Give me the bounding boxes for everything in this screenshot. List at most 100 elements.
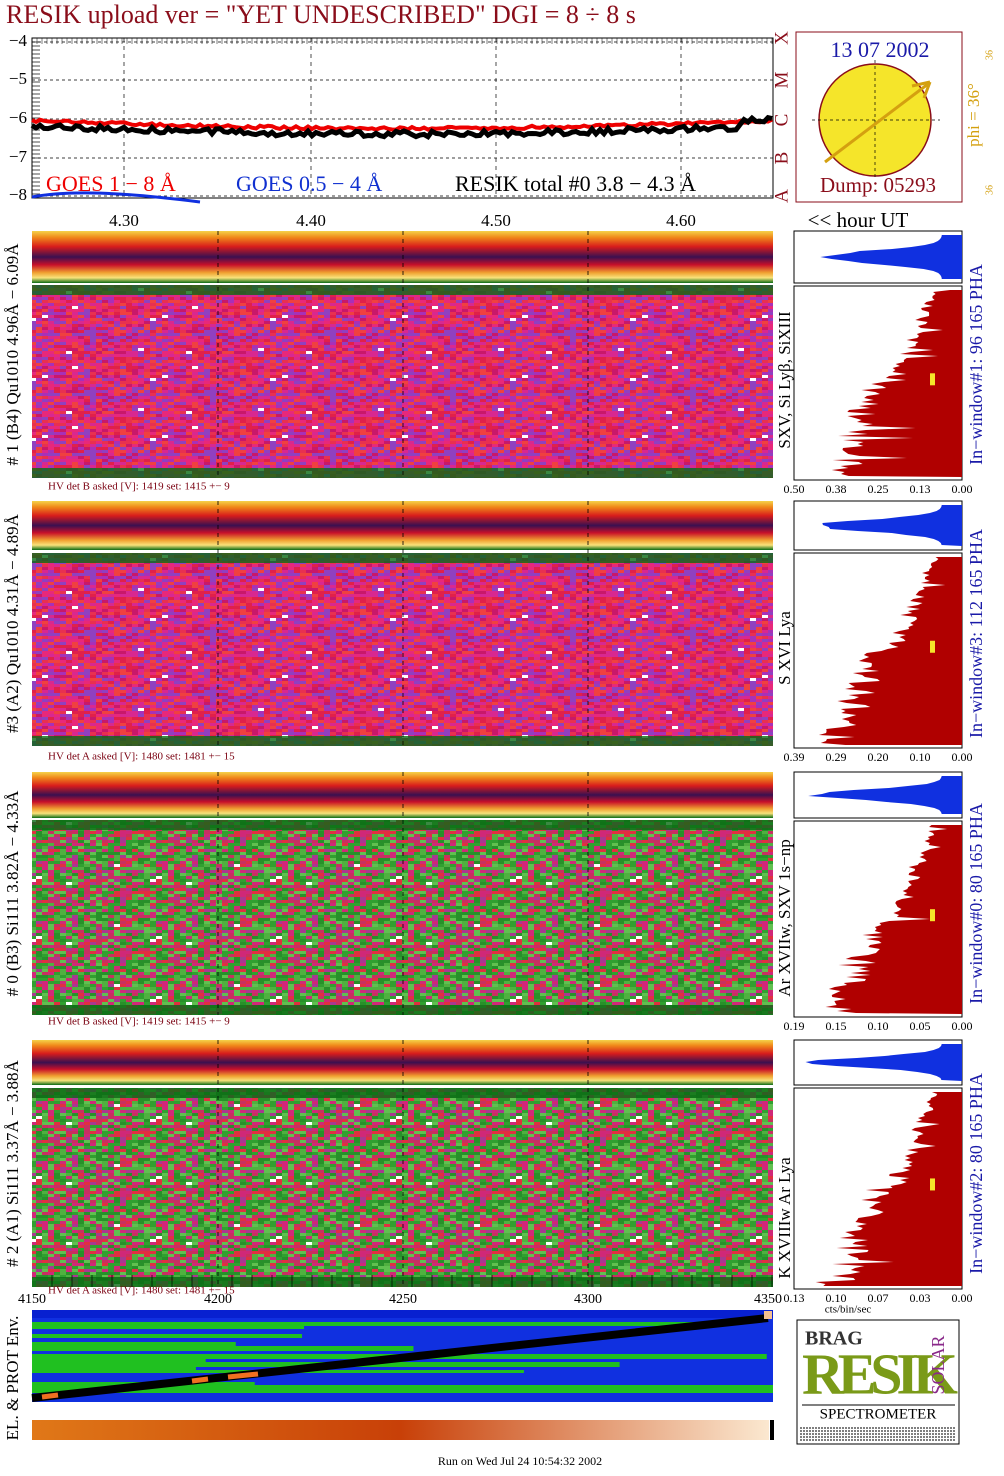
line-label: S XVI Lya	[775, 611, 794, 685]
window-label: In−window#3: 112 165 PHA	[966, 529, 986, 738]
pha-tick-label: 0.00	[952, 1291, 973, 1305]
pha-tick-label: 0.05	[910, 1019, 931, 1033]
spectrum-edge	[32, 553, 773, 563]
pha-tick-label: 0.10	[910, 750, 931, 764]
class-label: A	[771, 189, 792, 203]
hv-label: HV det B asked [V]: 1419 set: 1415 +− 9	[48, 481, 230, 493]
env-heat-end	[770, 1420, 774, 1440]
pha-tick-label: 0.15	[826, 1019, 847, 1033]
pha-tick-label: 0.19	[784, 1019, 805, 1033]
strip-image	[32, 501, 773, 550]
pha-tick-label: 0.39	[784, 750, 805, 764]
pha-tick-label: 0.29	[826, 750, 847, 764]
pha-tick-label: 0.07	[868, 1291, 889, 1305]
env-band	[32, 1346, 414, 1351]
spectrum-edge	[32, 1005, 773, 1015]
bottom-tick-label: 4200	[204, 1292, 232, 1307]
env-band	[32, 1342, 236, 1346]
pha-small	[808, 776, 962, 814]
env-track	[31, 1314, 769, 1402]
goes-long-curve	[31, 117, 773, 132]
pha-main	[815, 1092, 962, 1286]
env-band	[32, 1358, 206, 1362]
bottom-tick-label: 4350	[754, 1292, 782, 1307]
strip-image	[32, 1040, 773, 1085]
logo-resik: RESIK	[802, 1341, 958, 1406]
pha-tick-label: 0.20	[868, 750, 889, 764]
pha-tick-label: 0.10	[826, 1291, 847, 1305]
env-band	[32, 1310, 773, 1318]
env-band	[32, 1334, 302, 1338]
pha-marker	[930, 909, 935, 922]
pha-main	[818, 557, 962, 745]
env-band	[32, 1366, 196, 1370]
date: 13 07 2002	[831, 37, 930, 62]
resik-total-curve	[30, 114, 773, 140]
goes-short-curve	[31, 191, 201, 204]
env-label: EL. & PROT Env.	[3, 1316, 22, 1441]
detector-label: #3 (A2) Qu1010 4.31Å − 4.89Å	[3, 513, 22, 732]
time-tick-label: 4.60	[666, 211, 696, 230]
pha-small	[820, 235, 962, 279]
pha-marker	[930, 640, 935, 653]
logo-solar: SOLAR	[928, 1335, 948, 1394]
logo-brag: BRAG	[805, 1328, 863, 1350]
spectrum-edge	[32, 468, 773, 478]
spectrum-image	[32, 553, 773, 746]
class-label: M	[771, 71, 792, 88]
y-tick-label: −4	[9, 31, 28, 50]
env-band	[32, 1326, 305, 1329]
env-band	[32, 1385, 773, 1393]
pha-main	[831, 290, 962, 477]
strip-image	[32, 772, 773, 818]
logo-frame	[796, 1319, 960, 1445]
pha-main	[825, 825, 962, 1014]
y-tick-label: −8	[9, 185, 27, 204]
legend-entry: RESIK total #0 3.8 − 4.3 Å	[455, 171, 696, 196]
logo-name: SPECTROMETER	[820, 1406, 937, 1422]
time-axis-label: << hour UT	[808, 208, 909, 232]
phi-tick: 36	[984, 185, 995, 195]
phi-arrow-head	[911, 80, 932, 99]
hv-label: HV det A asked [V]: 1480 set: 1481 +− 15	[48, 751, 235, 763]
bottom-tick-label: 4300	[574, 1292, 602, 1307]
hv-label: HV det B asked [V]: 1419 set: 1415 +− 9	[48, 1016, 230, 1028]
env-track-mark	[191, 1376, 209, 1384]
pha-marker	[930, 1178, 935, 1191]
y-tick-label: −5	[9, 69, 27, 88]
phi-tick: 36	[984, 50, 995, 60]
detector-label: # 2 (A1) Si111 3.37Å − 3.88Å	[3, 1059, 22, 1266]
line-label: Ar XVIIw, SXV 1s−np	[775, 839, 794, 996]
phi: phi = 36°	[964, 83, 983, 147]
env-band	[32, 1322, 712, 1326]
line-label: K XVIIIw Ar Lya	[775, 1157, 794, 1279]
class-label: C	[771, 114, 792, 127]
pha-tick-label: 0.10	[868, 1019, 889, 1033]
pha-tick-label: 0.00	[952, 482, 973, 496]
pha-tick-label: 0.03	[910, 1291, 931, 1305]
spectrum-edge	[32, 1088, 773, 1098]
pha-tick-label: 0.00	[952, 750, 973, 764]
dump: Dump: 05293	[820, 173, 936, 197]
env-track-mark	[764, 1311, 772, 1319]
legend-entry: GOES 0.5 − 4 Å	[236, 171, 382, 196]
pha-tick-label: 0.13	[910, 482, 931, 496]
class-label: B	[771, 152, 792, 165]
window-label: In−window#2: 80 165 PHA	[966, 1073, 986, 1274]
sun-frame	[795, 31, 963, 203]
pha-tick-label: 0.25	[868, 482, 889, 496]
pha-small	[805, 1044, 962, 1081]
spectrum-image	[32, 1088, 773, 1287]
line-label: SXV, Si Lyβ, SiXIII	[775, 311, 794, 449]
pha-marker	[930, 373, 935, 386]
env-track-mark	[41, 1392, 59, 1400]
window-label: In−window#1: 96 165 PHA	[966, 264, 986, 465]
time-tick-label: 4.40	[296, 211, 326, 230]
phi-arrow	[824, 82, 929, 164]
detector-label: # 1 (B4) Qu1010 4.96Å − 6.09Å	[3, 243, 22, 466]
detector-label: # 0 (B3) Si111 3.82Å − 4.33Å	[3, 790, 22, 996]
footer: Run on Wed Jul 24 10:54:32 2002	[438, 1454, 602, 1468]
title: RESIK upload ver = "YET UNDESCRIBED" DGI…	[6, 0, 636, 29]
spectrum-edge	[32, 1277, 773, 1287]
